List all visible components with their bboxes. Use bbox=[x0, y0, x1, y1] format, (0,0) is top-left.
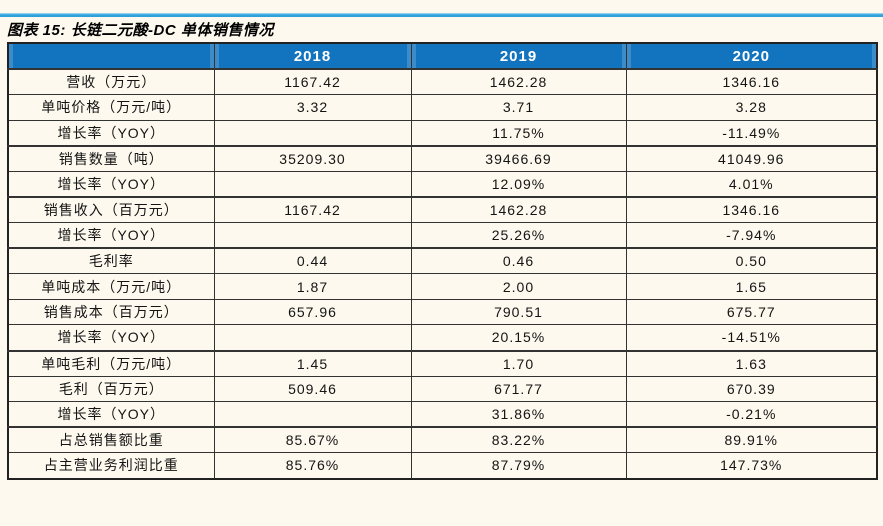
table-row: 占主营业务利润比重 85.76% 87.79% 147.73% bbox=[7, 452, 878, 479]
value-cell: -7.94% bbox=[625, 222, 878, 249]
row-label: 毛利（百万元） bbox=[7, 375, 215, 403]
value-cell: 1346.16 bbox=[625, 68, 878, 96]
row-label: 增长率（YOY） bbox=[7, 170, 215, 198]
row-label: 占主营业务利润比重 bbox=[7, 452, 215, 479]
row-label: 单吨毛利（万元/吨） bbox=[7, 349, 215, 377]
value-cell bbox=[213, 401, 412, 428]
value-cell: 671.77 bbox=[410, 375, 627, 403]
value-cell: 3.71 bbox=[410, 94, 627, 121]
value-cell: 3.32 bbox=[213, 94, 412, 121]
table-row: 增长率（YOY） 11.75% -11.49% bbox=[7, 119, 878, 147]
value-cell: 1.45 bbox=[213, 349, 412, 377]
header-corner bbox=[7, 42, 215, 70]
row-label: 增长率（YOY） bbox=[7, 222, 215, 249]
value-cell: 1.87 bbox=[213, 273, 412, 300]
table-row: 增长率（YOY） 31.86% -0.21% bbox=[7, 401, 878, 428]
value-cell: 25.26% bbox=[410, 222, 627, 249]
value-cell: 1167.42 bbox=[213, 68, 412, 96]
value-cell: 657.96 bbox=[213, 298, 412, 326]
table-row: 增长率（YOY） 12.09% 4.01% bbox=[7, 170, 878, 198]
header-row: 2018 2019 2020 bbox=[7, 42, 878, 70]
row-label: 单吨成本（万元/吨） bbox=[7, 273, 215, 300]
value-cell bbox=[213, 170, 412, 198]
value-cell: 1167.42 bbox=[213, 195, 412, 224]
value-cell: 1.70 bbox=[410, 349, 627, 377]
value-cell: 1346.16 bbox=[625, 195, 878, 224]
value-cell: 790.51 bbox=[410, 298, 627, 326]
row-label: 销售数量（吨） bbox=[7, 144, 215, 172]
table-row: 单吨价格（万元/吨） 3.32 3.71 3.28 bbox=[7, 94, 878, 121]
value-cell: 85.67% bbox=[213, 426, 412, 454]
row-label: 销售成本（百万元） bbox=[7, 298, 215, 326]
value-cell: 85.76% bbox=[213, 452, 412, 479]
value-cell: 4.01% bbox=[625, 170, 878, 198]
row-label: 增长率（YOY） bbox=[7, 324, 215, 352]
value-cell: -14.51% bbox=[625, 324, 878, 352]
column-header-2018: 2018 bbox=[213, 42, 412, 70]
sales-data-table: 2018 2019 2020 营收（万元） 1167.42 1462.28 1346.… bbox=[7, 42, 878, 480]
table-row: 增长率（YOY） 20.15% -14.51% bbox=[7, 324, 878, 352]
value-cell: -0.21% bbox=[625, 401, 878, 428]
value-cell: 11.75% bbox=[410, 119, 627, 147]
column-header-2019: 2019 bbox=[410, 42, 627, 70]
value-cell: 0.50 bbox=[625, 247, 878, 275]
value-cell: 3.28 bbox=[625, 94, 878, 121]
value-cell: 670.39 bbox=[625, 375, 878, 403]
row-label: 增长率（YOY） bbox=[7, 119, 215, 147]
value-cell: 1462.28 bbox=[410, 195, 627, 224]
table-row: 增长率（YOY） 25.26% -7.94% bbox=[7, 222, 878, 249]
row-label: 占总销售额比重 bbox=[7, 426, 215, 454]
row-label: 销售收入（百万元） bbox=[7, 195, 215, 224]
column-header-2020: 2020 bbox=[625, 42, 878, 70]
table-row: 销售收入（百万元） 1167.42 1462.28 1346.16 bbox=[7, 195, 878, 224]
table-header: 2018 2019 2020 bbox=[7, 42, 878, 70]
accent-divider-rule bbox=[0, 13, 883, 17]
value-cell: 1.65 bbox=[625, 273, 878, 300]
table-body: 营收（万元） 1167.42 1462.28 1346.16 单吨价格（万元/吨） 3.3… bbox=[7, 68, 878, 479]
row-label: 单吨价格（万元/吨） bbox=[7, 94, 215, 121]
row-label: 营收（万元） bbox=[7, 68, 215, 96]
figure-title: 图表 15: 长链二元酸-DC 单体销售情况 bbox=[7, 22, 274, 39]
table-row: 单吨成本（万元/吨） 1.87 2.00 1.65 bbox=[7, 273, 878, 300]
value-cell: 20.15% bbox=[410, 324, 627, 352]
value-cell: 83.22% bbox=[410, 426, 627, 454]
value-cell: 0.46 bbox=[410, 247, 627, 275]
value-cell: 89.91% bbox=[625, 426, 878, 454]
value-cell: 675.77 bbox=[625, 298, 878, 326]
table-row: 毛利（百万元） 509.46 671.77 670.39 bbox=[7, 375, 878, 403]
value-cell bbox=[213, 119, 412, 147]
table-row: 营收（万元） 1167.42 1462.28 1346.16 bbox=[7, 68, 878, 96]
value-cell: 12.09% bbox=[410, 170, 627, 198]
table-row: 毛利率 0.44 0.46 0.50 bbox=[7, 247, 878, 275]
value-cell: 41049.96 bbox=[625, 144, 878, 172]
row-label: 增长率（YOY） bbox=[7, 401, 215, 428]
value-cell bbox=[213, 222, 412, 249]
value-cell: 509.46 bbox=[213, 375, 412, 403]
value-cell: 1462.28 bbox=[410, 68, 627, 96]
table-row: 销售成本（百万元） 657.96 790.51 675.77 bbox=[7, 298, 878, 326]
table-row: 销售数量（吨） 35209.30 39466.69 41049.96 bbox=[7, 144, 878, 172]
value-cell: 87.79% bbox=[410, 452, 627, 479]
value-cell: 35209.30 bbox=[213, 144, 412, 172]
value-cell: 2.00 bbox=[410, 273, 627, 300]
table-row: 单吨毛利（万元/吨） 1.45 1.70 1.63 bbox=[7, 349, 878, 377]
value-cell bbox=[213, 324, 412, 352]
row-label: 毛利率 bbox=[7, 247, 215, 275]
value-cell: 0.44 bbox=[213, 247, 412, 275]
value-cell: 31.86% bbox=[410, 401, 627, 428]
value-cell: 39466.69 bbox=[410, 144, 627, 172]
value-cell: 147.73% bbox=[625, 452, 878, 479]
value-cell: 1.63 bbox=[625, 349, 878, 377]
value-cell: -11.49% bbox=[625, 119, 878, 147]
table-row: 占总销售额比重 85.67% 83.22% 89.91% bbox=[7, 426, 878, 454]
